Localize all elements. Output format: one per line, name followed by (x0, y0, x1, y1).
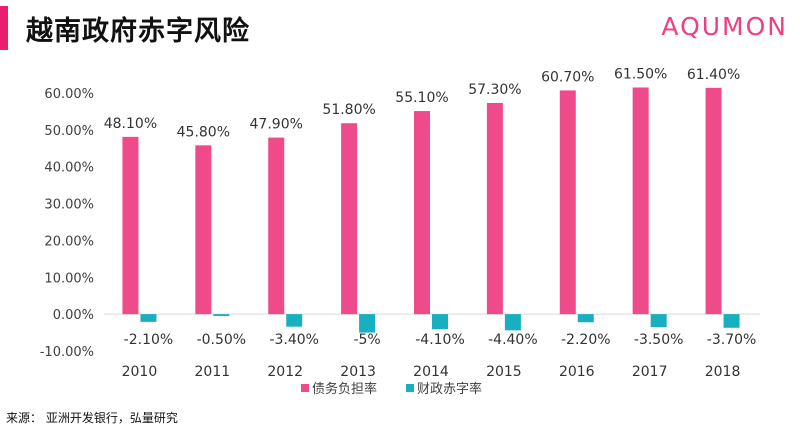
legend-swatch-fiscal-deficit (406, 384, 414, 392)
bar-fiscal-deficit (286, 314, 303, 327)
data-label-fiscal-deficit: -3.40% (269, 332, 319, 348)
bar-debt-ratio (341, 123, 358, 315)
bar-fiscal-deficit (723, 314, 740, 328)
y-tick-label: 0.00% (53, 308, 94, 323)
bar-fiscal-deficit (432, 314, 448, 330)
x-tick-label: 2017 (632, 364, 668, 380)
data-label-fiscal-deficit: -2.10% (124, 332, 174, 348)
y-tick-label: 30.00% (44, 198, 94, 213)
bar-fiscal-deficit (359, 314, 376, 333)
x-tick-label: 2013 (340, 364, 376, 380)
bar-debt-ratio (632, 87, 649, 315)
data-label-debt-ratio: 57.30% (468, 82, 521, 98)
data-label-debt-ratio: 51.80% (322, 102, 375, 118)
x-tick-label: 2011 (195, 364, 231, 380)
page-title: 越南政府赤字风险 (26, 16, 250, 47)
x-tick-label: 2016 (559, 364, 595, 380)
bar-debt-ratio (414, 111, 430, 315)
bar-debt-ratio (122, 136, 139, 315)
data-label-debt-ratio: 45.80% (177, 124, 230, 140)
data-label-fiscal-deficit: -5% (353, 332, 380, 348)
bar-fiscal-deficit (650, 314, 667, 328)
legend-swatch-debt-ratio (301, 384, 309, 392)
data-label-debt-ratio: 48.10% (104, 116, 157, 132)
x-tick-label: 2012 (267, 364, 303, 380)
legend-label-debt-ratio: 债务负担率 (312, 381, 377, 397)
y-tick-label: 60.00% (44, 87, 94, 102)
legend-label-fiscal-deficit: 财政赤字率 (417, 381, 482, 397)
data-label-fiscal-deficit: -4.10% (415, 332, 465, 348)
source-note: 来源： 亚洲开发银行，弘量研究 (6, 411, 178, 425)
bar-debt-ratio (559, 90, 576, 315)
x-tick-label: 2010 (122, 364, 158, 380)
x-tick-label: 2018 (705, 364, 741, 380)
bar-fiscal-deficit (577, 314, 594, 323)
data-label-fiscal-deficit: -4.40% (488, 332, 538, 348)
data-label-debt-ratio: 47.90% (250, 117, 303, 133)
bar-fiscal-deficit (504, 314, 521, 331)
bar-fiscal-deficit (213, 314, 230, 316)
data-label-fiscal-deficit: -3.50% (634, 332, 684, 348)
title-accent-bar (0, 6, 8, 50)
brand-logo: AQUMON (661, 12, 788, 41)
data-label-fiscal-deficit: -0.50% (197, 332, 247, 348)
data-label-debt-ratio: 55.10% (395, 90, 448, 106)
data-label-debt-ratio: 61.50% (614, 66, 667, 82)
data-label-fiscal-deficit: -2.20% (561, 332, 611, 348)
bar-debt-ratio (486, 102, 503, 315)
bar-debt-ratio (268, 137, 285, 315)
y-tick-label: 40.00% (44, 161, 94, 176)
bar-debt-ratio (195, 145, 212, 315)
y-tick-label: 50.00% (44, 124, 94, 139)
x-tick-label: 2015 (486, 364, 522, 380)
y-tick-label: 10.00% (44, 271, 94, 286)
bar-debt-ratio (705, 87, 722, 315)
data-label-fiscal-deficit: -3.70% (707, 332, 757, 348)
data-label-debt-ratio: 61.40% (687, 67, 740, 83)
data-label-debt-ratio: 60.70% (541, 69, 594, 85)
bar-fiscal-deficit (140, 314, 157, 322)
y-tick-label: 20.00% (44, 234, 94, 249)
x-tick-label: 2014 (413, 364, 449, 380)
y-tick-label: -10.00% (40, 345, 94, 360)
